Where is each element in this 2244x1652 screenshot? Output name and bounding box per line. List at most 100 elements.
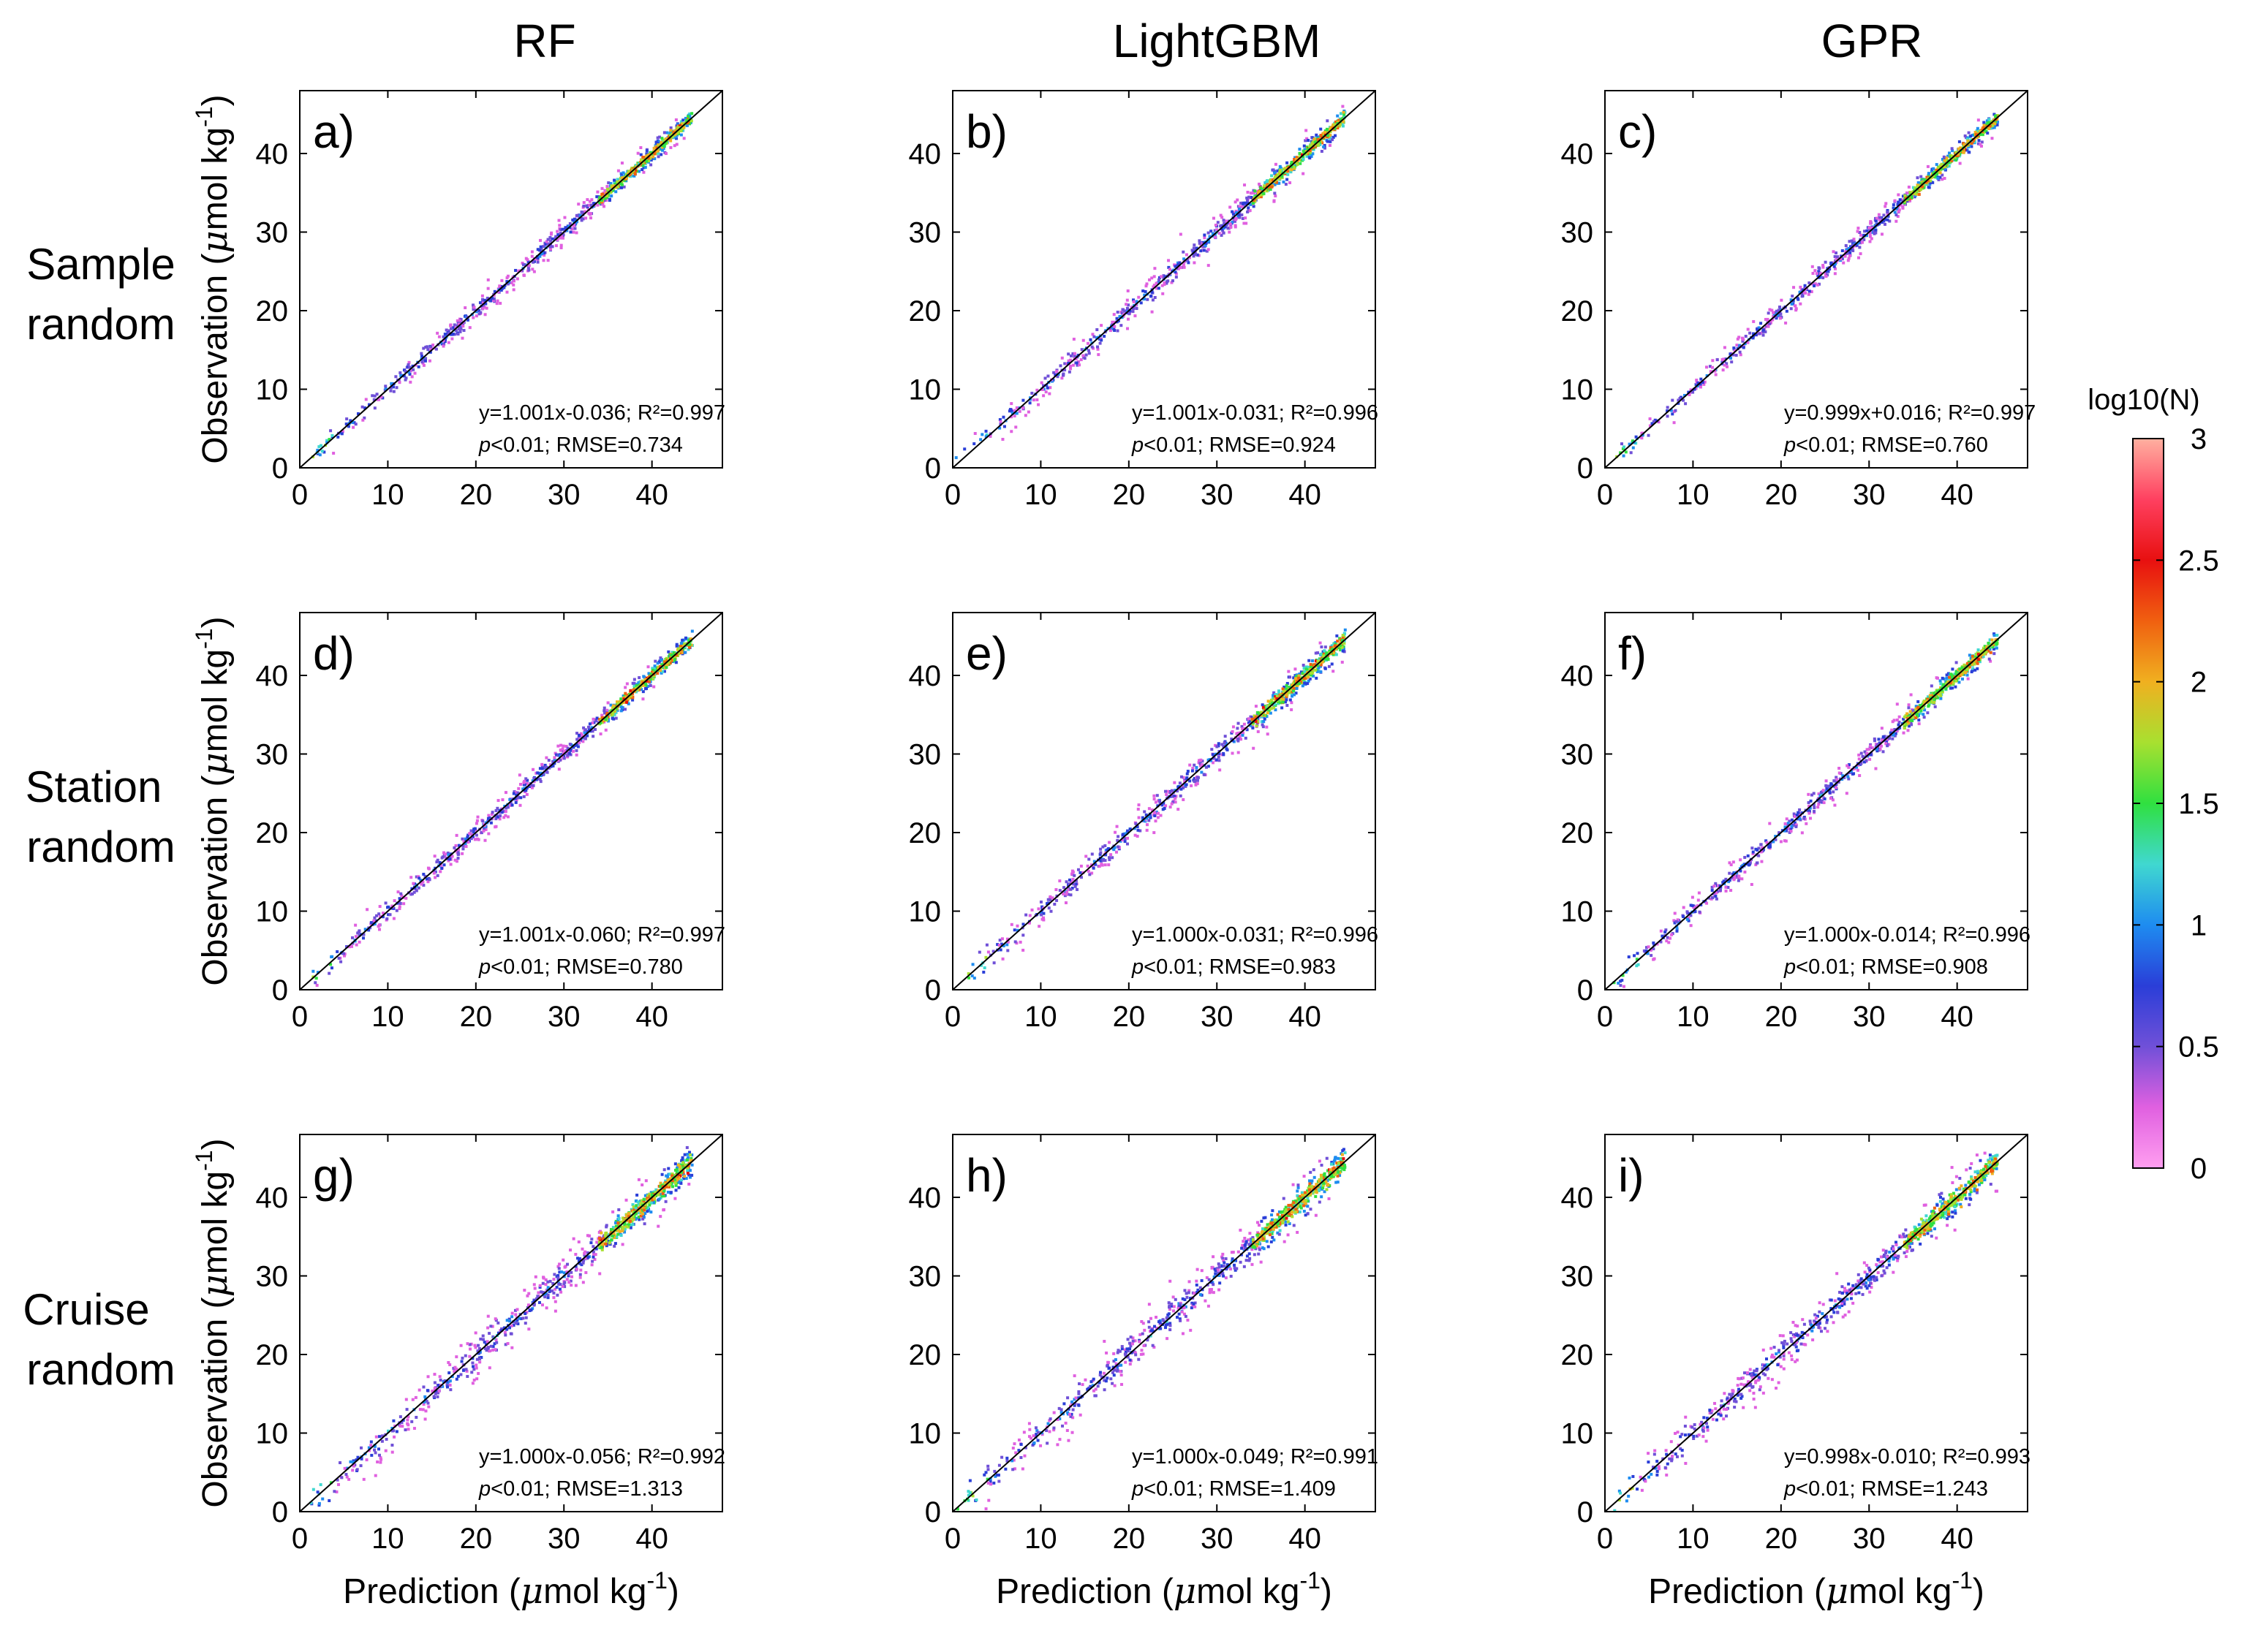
density-point (589, 203, 593, 207)
density-point (1145, 828, 1149, 832)
density-point (438, 861, 442, 865)
density-point-core (1342, 110, 1345, 114)
density-point (1133, 833, 1137, 837)
density-point (1682, 906, 1685, 909)
density-point (1126, 308, 1130, 312)
density-point (1331, 138, 1334, 142)
density-point (1090, 871, 1094, 875)
density-point (1807, 281, 1811, 284)
density-point (1794, 308, 1798, 312)
density-point (1231, 220, 1234, 224)
density-point (1245, 728, 1249, 732)
density-point-core (1988, 124, 1992, 128)
density-point (1206, 765, 1210, 768)
density-point (1201, 249, 1204, 252)
density-point (1247, 206, 1250, 210)
density-point (1142, 298, 1146, 301)
density-point-core (1973, 130, 1977, 134)
density-point-core (616, 702, 620, 705)
density-point (575, 749, 578, 752)
density-point (525, 792, 529, 796)
density-point-core (1334, 120, 1337, 124)
density-point (1147, 807, 1151, 811)
density-point (555, 753, 559, 757)
row-title-sample: Sample (26, 240, 175, 289)
density-point (1336, 114, 1340, 118)
density-point (1302, 144, 1306, 148)
density-point (379, 395, 383, 399)
density-point (1742, 338, 1745, 341)
density-point (371, 394, 374, 398)
density-point-core (633, 168, 637, 172)
density-point-core (653, 152, 657, 156)
density-point (1832, 790, 1835, 794)
density-point-core (603, 197, 607, 200)
density-point (1192, 246, 1195, 250)
density-point (1209, 230, 1213, 233)
density-point (402, 902, 406, 906)
density-point (1799, 302, 1802, 306)
density-point (505, 290, 509, 294)
y-tick-label: 0 (925, 974, 941, 1007)
density-point (1193, 776, 1196, 780)
density-point (575, 738, 579, 741)
density-point (1671, 412, 1674, 416)
density-point (1106, 848, 1109, 852)
density-point (538, 238, 542, 242)
density-point (1215, 745, 1219, 749)
density-point (480, 298, 484, 301)
density-point-core (1290, 168, 1293, 172)
density-point (428, 359, 431, 363)
density-point (1137, 816, 1141, 819)
density-point (605, 198, 608, 202)
density-point (1069, 887, 1073, 891)
density-point (330, 966, 333, 970)
density-point-core (1331, 648, 1334, 651)
density-point (480, 831, 483, 835)
density-point (1897, 208, 1901, 212)
density-point (526, 778, 529, 782)
density-point (595, 716, 599, 720)
density-point (1811, 271, 1815, 275)
density-point (1233, 219, 1236, 223)
density-point (367, 928, 371, 932)
density-point (1272, 199, 1276, 202)
density-point (1005, 937, 1009, 941)
density-point (684, 124, 687, 127)
density-point (1761, 848, 1765, 852)
density-point (1055, 898, 1059, 902)
density-point (1868, 240, 1872, 243)
density-point (1884, 737, 1887, 740)
density-point (1143, 293, 1146, 297)
density-point (1089, 338, 1092, 341)
density-point (1150, 290, 1154, 294)
density-point (1824, 789, 1827, 793)
density-point-core (632, 688, 635, 692)
density-point (372, 398, 376, 401)
density-point (1976, 648, 1980, 652)
density-point (621, 706, 624, 710)
density-point-core (1311, 140, 1315, 144)
density-point (492, 297, 496, 300)
density-point (526, 781, 529, 785)
density-point (499, 289, 503, 292)
density-point (1162, 801, 1166, 805)
density-point (527, 268, 531, 272)
density-point-core (1282, 697, 1285, 701)
density-point (347, 945, 351, 949)
density-point (1726, 885, 1730, 889)
density-point (1329, 140, 1332, 143)
density-point (1027, 410, 1030, 414)
density-point (1087, 352, 1091, 355)
density-point-core (663, 142, 667, 145)
density-point (1947, 151, 1951, 155)
density-point (475, 833, 478, 837)
density-point (1305, 137, 1309, 140)
density-point-core (1919, 188, 1922, 192)
density-point (1075, 361, 1078, 365)
density-point (521, 262, 524, 265)
x-tick-label: 30 (1201, 1001, 1234, 1033)
density-point (1868, 235, 1872, 238)
density-point (1619, 980, 1622, 983)
density-point (1285, 681, 1289, 685)
